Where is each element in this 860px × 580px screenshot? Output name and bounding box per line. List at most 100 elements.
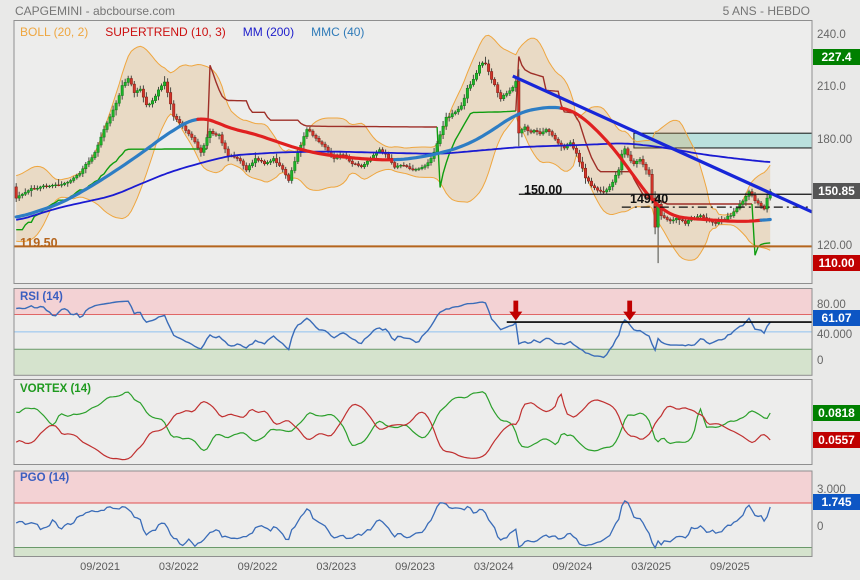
date-axis-label: 03/2023: [316, 561, 357, 573]
main-axis-tick: 120.00: [817, 239, 853, 252]
pgo-zone: [14, 471, 812, 504]
date-axis-label: 09/2024: [552, 561, 593, 573]
candle: [580, 161, 584, 169]
candle: [269, 160, 273, 163]
candle: [481, 62, 484, 66]
timeframe-label: 5 ANS - HEBDO: [722, 4, 810, 18]
candle: [20, 193, 24, 196]
candle: [714, 221, 718, 224]
candle: [508, 90, 512, 94]
candle: [393, 162, 397, 168]
candle: [602, 191, 606, 193]
candle: [356, 163, 360, 166]
candle: [680, 219, 684, 221]
candle: [63, 182, 67, 185]
candle: [123, 82, 127, 86]
candle: [38, 186, 42, 189]
annotation-arrow-down[interactable]: [509, 300, 523, 321]
candle: [478, 65, 481, 74]
candle: [671, 219, 675, 222]
candle: [753, 195, 757, 201]
candle: [411, 168, 415, 171]
candle: [475, 72, 478, 80]
supertrend-line: [751, 203, 771, 256]
candle: [526, 126, 530, 132]
candle: [184, 125, 188, 131]
candle: [66, 181, 70, 184]
main-axis-badge: 227.4: [813, 49, 860, 65]
candle: [120, 85, 124, 96]
candle: [45, 185, 48, 187]
candle: [396, 165, 400, 168]
main-axis-badge: 150.85: [813, 183, 860, 199]
candle: [226, 148, 230, 157]
candle: [144, 96, 148, 106]
candle: [187, 130, 191, 135]
candle: [638, 159, 642, 162]
candle: [235, 156, 239, 159]
candle: [632, 160, 636, 165]
candle: [293, 161, 297, 171]
candle: [175, 116, 179, 120]
candle: [738, 203, 742, 209]
candle: [562, 145, 566, 149]
candle: [593, 185, 596, 189]
rsi-axis-badge: 61.07: [813, 310, 860, 326]
candle: [350, 160, 354, 165]
mmc40-line: [14, 117, 200, 219]
candle: [163, 81, 167, 87]
candle: [157, 89, 160, 97]
candle: [284, 169, 288, 176]
candle: [117, 95, 121, 104]
pgo-line: [15, 500, 771, 550]
candle: [72, 177, 76, 181]
candle: [511, 87, 515, 92]
candle: [190, 133, 194, 138]
candle: [105, 122, 109, 130]
candle: [553, 134, 557, 140]
candle: [81, 168, 85, 174]
candle: [408, 166, 412, 170]
candle: [450, 113, 454, 118]
candle: [169, 92, 173, 105]
candle: [372, 154, 375, 159]
mmc40-line: [393, 105, 563, 162]
date-axis-label: 03/2022: [158, 561, 199, 573]
candle: [683, 220, 687, 224]
vortex-minus-line: [15, 393, 771, 461]
candle: [353, 163, 357, 165]
candle: [247, 165, 251, 171]
candle: [193, 137, 197, 143]
candle: [60, 184, 64, 186]
candle: [423, 165, 427, 168]
candle: [320, 141, 324, 145]
candle: [532, 130, 536, 133]
candle: [160, 85, 163, 91]
supertrend-line: [206, 65, 438, 150]
candle: [359, 165, 363, 167]
candle: [514, 81, 518, 88]
candle: [653, 197, 657, 228]
candle: [96, 144, 100, 153]
candle: [547, 129, 551, 132]
pgo-zone: [14, 547, 812, 557]
candle: [662, 215, 666, 218]
candle: [202, 145, 206, 153]
candle: [84, 163, 88, 170]
candle: [102, 129, 106, 138]
candle: [538, 131, 542, 135]
candle: [614, 174, 618, 183]
candle: [465, 87, 469, 99]
date-axis-label: 03/2025: [631, 561, 672, 573]
candle: [260, 160, 263, 162]
candle: [644, 164, 648, 171]
candle: [272, 158, 276, 162]
candle: [29, 188, 33, 191]
annotation-trendline[interactable]: [512, 74, 813, 214]
annotation-arrow-down[interactable]: [623, 300, 637, 321]
candle: [505, 93, 509, 96]
legend-item-supertrend: SUPERTREND (10, 3): [105, 25, 226, 39]
candle: [399, 165, 403, 167]
